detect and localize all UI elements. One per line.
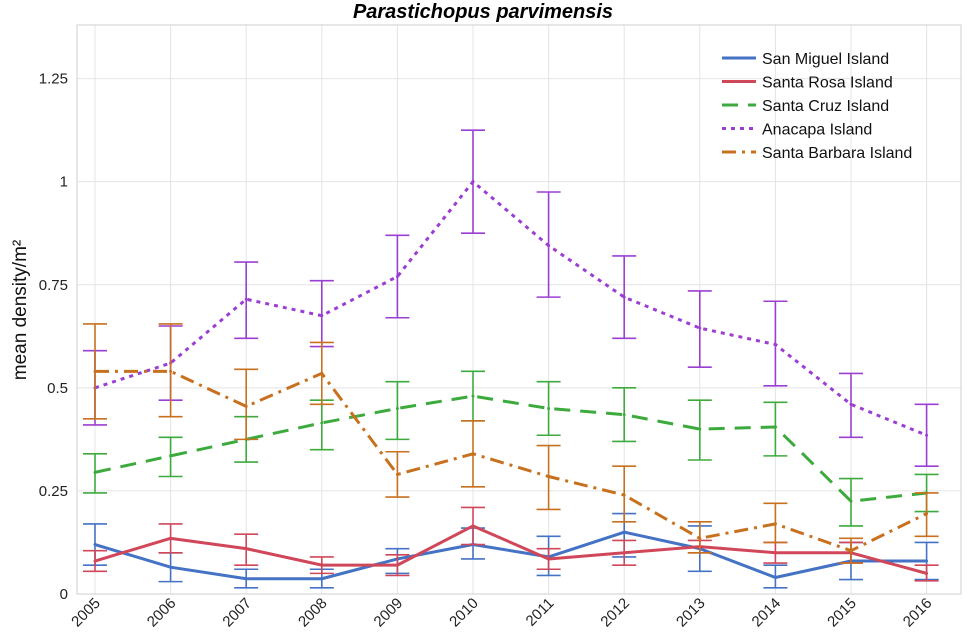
data-point: [849, 499, 853, 503]
y-tick-label: 0.25: [39, 483, 68, 500]
series-line: [94, 524, 927, 575]
data-point: [925, 433, 929, 437]
x-tick-label: 2010: [446, 595, 482, 631]
data-point: [471, 394, 475, 398]
data-point: [93, 470, 97, 474]
data-point: [547, 244, 551, 248]
data-point: [849, 402, 853, 406]
data-point: [773, 343, 777, 347]
data-point: [698, 326, 702, 330]
y-tick-label: 0: [60, 586, 68, 603]
legend-label: Santa Cruz Island: [762, 98, 889, 115]
x-tick-label: 2014: [749, 595, 785, 631]
data-point: [622, 530, 626, 534]
data-point: [622, 413, 626, 417]
data-point: [547, 406, 551, 410]
data-point: [320, 563, 324, 567]
legend-label: Anacapa Island: [762, 122, 872, 139]
data-point: [698, 427, 702, 431]
data-point: [395, 472, 399, 476]
data-point: [622, 551, 626, 555]
data-point: [471, 180, 475, 184]
data-point: [849, 549, 853, 553]
y-axis-label: mean density/m²: [10, 240, 31, 380]
series-line: [94, 530, 927, 581]
data-point: [395, 275, 399, 279]
data-point: [547, 557, 551, 561]
data-point: [622, 493, 626, 497]
data-point: [320, 577, 324, 581]
data-point: [925, 571, 929, 575]
legend-label: Santa Rosa Island: [762, 75, 893, 92]
data-point: [925, 512, 929, 516]
series-line: [94, 394, 927, 503]
series-layer: [83, 129, 939, 589]
data-point: [395, 406, 399, 410]
series-line: [95, 369, 928, 553]
data-point: [622, 295, 626, 299]
data-point: [773, 425, 777, 429]
data-point: [471, 452, 475, 456]
data-point: [169, 536, 173, 540]
series-santa-barbara-island: [83, 323, 939, 564]
data-point: [547, 474, 551, 478]
data-point: [395, 563, 399, 567]
data-point: [698, 536, 702, 540]
x-tick-label: 2008: [295, 595, 331, 631]
x-tick-label: 2015: [824, 595, 860, 631]
x-tick-label: 2005: [68, 595, 104, 631]
data-point: [773, 551, 777, 555]
x-tick-label: 2006: [144, 595, 180, 631]
x-tick-label: 2016: [900, 595, 936, 631]
series-san-miguel-island: [83, 512, 939, 589]
legend-label: Santa Barbara Island: [762, 145, 912, 162]
data-point: [169, 369, 173, 373]
plot-frame: [76, 24, 962, 595]
data-point: [773, 576, 777, 580]
data-point: [93, 559, 97, 563]
data-point: [320, 371, 324, 375]
data-point: [244, 297, 248, 301]
series-santa-rosa-island: [83, 506, 939, 582]
data-point: [320, 421, 324, 425]
series-anacapa-island: [83, 129, 939, 467]
legend-label: San Miguel Island: [762, 51, 889, 68]
x-tick-label: 2009: [371, 595, 407, 631]
data-point: [471, 524, 475, 528]
data-point: [169, 565, 173, 569]
data-point: [320, 314, 324, 318]
y-tick-label: 1: [60, 174, 68, 191]
series-line: [94, 180, 928, 437]
data-point: [925, 559, 929, 563]
y-tick-label: 0.5: [47, 380, 68, 397]
data-point: [244, 577, 248, 581]
data-point: [93, 543, 97, 547]
y-tick-label: 0.75: [39, 277, 68, 294]
series-santa-cruz-island: [83, 370, 939, 527]
chart-title: Parastichopus parvimensis: [353, 1, 613, 23]
data-point: [93, 369, 97, 373]
legend: San Miguel Island Santa Rosa Island Santa …: [722, 51, 912, 162]
x-tick-label: 2013: [673, 595, 709, 631]
x-tick-label: 2007: [219, 595, 255, 631]
data-point: [773, 522, 777, 526]
data-point: [244, 404, 248, 408]
x-tick-label: 2012: [597, 595, 633, 631]
data-point: [169, 454, 173, 458]
x-tick-label: 2011: [523, 595, 558, 630]
y-tick-label: 1.25: [39, 71, 68, 88]
data-point: [244, 547, 248, 551]
